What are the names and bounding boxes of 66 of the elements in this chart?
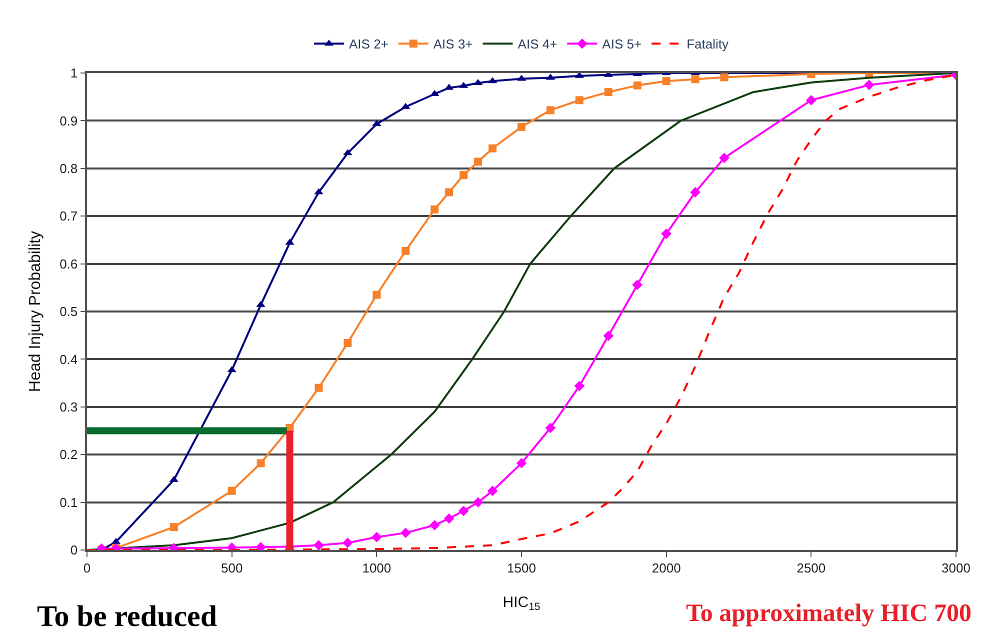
- point: [574, 380, 585, 392]
- x-tick-label: 500: [220, 560, 243, 576]
- point: [458, 506, 469, 516]
- y-axis-title: Head Injury Probability: [26, 231, 44, 392]
- point: [662, 77, 670, 86]
- point: [546, 106, 554, 114]
- text: To be reduced: [37, 600, 218, 633]
- point: [633, 81, 642, 90]
- y-tick-label: 0.2: [60, 447, 78, 462]
- point: [228, 486, 236, 495]
- legend-label: AIS 4+: [518, 36, 558, 52]
- legend-label: AIS 5+: [602, 36, 642, 52]
- point: [603, 330, 614, 342]
- point: [372, 290, 381, 299]
- x-tick-label: 0: [83, 560, 91, 576]
- point: [402, 246, 410, 255]
- point: [429, 520, 440, 530]
- legend-label: AIS 3+: [433, 36, 473, 52]
- point: [632, 280, 643, 290]
- x-tick-label: 1000: [362, 560, 392, 576]
- point: [661, 228, 672, 239]
- point: [430, 205, 439, 214]
- point: [314, 384, 323, 392]
- x-tick-label: 2500: [796, 560, 826, 576]
- x-tick-label: 2000: [652, 560, 681, 576]
- point: [604, 88, 612, 96]
- point: [516, 458, 527, 468]
- point: [864, 80, 874, 90]
- point: [170, 523, 178, 532]
- point: [545, 422, 556, 434]
- y-tick-label: 0.3: [60, 399, 78, 414]
- y-tick-label: 0: [70, 542, 78, 558]
- point: [314, 540, 324, 550]
- point: [472, 497, 484, 508]
- point: [400, 528, 411, 538]
- point: [371, 532, 382, 542]
- point: [445, 188, 454, 196]
- point: [691, 75, 700, 84]
- point: [575, 96, 584, 104]
- y-tick-label: 0.4: [60, 352, 78, 367]
- text: To approximately HIC 700: [686, 600, 972, 627]
- y-tick-label: 0.1: [60, 494, 78, 510]
- x-tick-label: 1500: [507, 560, 536, 576]
- point: [518, 122, 526, 131]
- point: [690, 187, 700, 198]
- y-tick-label: 0.9: [60, 113, 78, 128]
- legend-label: AIS 2+: [349, 36, 388, 52]
- point: [806, 94, 816, 106]
- point: [256, 459, 265, 468]
- y-tick-label: 0.6: [60, 256, 78, 272]
- y-tick-label: 1: [70, 66, 78, 81]
- point: [344, 338, 352, 347]
- point: [444, 513, 454, 524]
- y-tick-label: 0.7: [60, 208, 78, 224]
- y-tick-label: 0.8: [60, 160, 78, 176]
- legend-label: Fatality: [686, 36, 729, 52]
- x-tick-label: 3000: [942, 560, 970, 576]
- point: [474, 158, 482, 166]
- x-axis-title: HIC$_{15}$: [502, 594, 540, 613]
- point: [460, 171, 468, 180]
- y-tick-label: 0.5: [60, 304, 78, 320]
- point: [487, 486, 498, 496]
- point: [488, 144, 497, 152]
- point: [720, 73, 728, 82]
- point: [342, 538, 353, 548]
- point: [719, 152, 730, 164]
